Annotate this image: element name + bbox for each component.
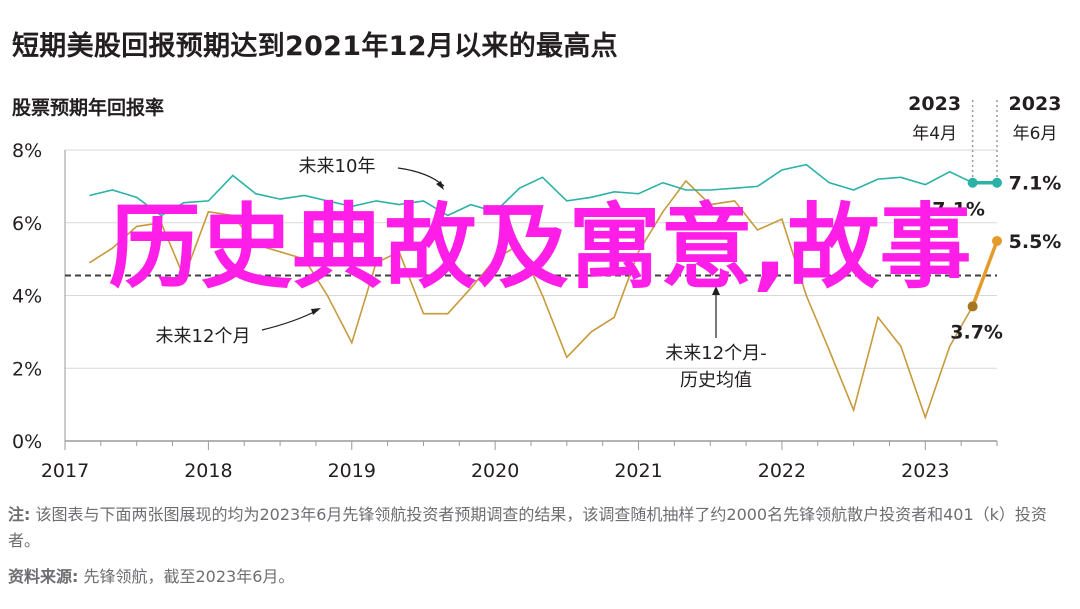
annotation-arrow-12-month	[261, 309, 319, 331]
data-label-12-month-apr: 3.7%	[950, 321, 1003, 343]
data-label-12-month-jun: 5.5%	[1009, 231, 1062, 253]
point-10-year-apr	[967, 177, 978, 188]
annotation-arrow-10-year	[397, 167, 445, 187]
annotation-average-line2: 历史均值	[680, 370, 752, 391]
data-label-10-year-jun: 7.1%	[1009, 173, 1062, 195]
y-tick-label: 6%	[12, 213, 42, 235]
source-text: 先锋领航，截至2023年6月。	[78, 567, 295, 586]
y-tick-label: 4%	[12, 286, 42, 308]
point-10-year-jun	[992, 177, 1002, 188]
y-tick-label: 0%	[12, 431, 42, 453]
series-12-month-recent-segment	[970, 240, 999, 308]
annotation-arrowhead-10-year	[436, 181, 444, 190]
annotation-average-line1: 未来12个月-	[665, 343, 766, 364]
marker-year-label: 2023	[1009, 93, 1062, 115]
point-12-month-jun	[992, 235, 1002, 246]
x-tick-label: 2022	[758, 460, 806, 482]
x-tick-label: 2018	[184, 460, 232, 482]
y-tick-label: 2%	[12, 358, 42, 380]
note-text: 该图表与下面两张图展现的均为2023年6月先锋领航投资者预期调查的结果，该调查随…	[8, 505, 1047, 550]
x-tick-label: 2023	[901, 460, 949, 482]
y-tick-label: 8%	[12, 140, 42, 162]
marker-month-label: 年6月	[1013, 124, 1058, 144]
chart-note: 注: 该图表与下面两张图展现的均为2023年6月先锋领航投资者预期调查的结果，该…	[8, 502, 1072, 554]
x-tick-label: 2021	[614, 460, 662, 482]
x-tick-label: 2020	[471, 460, 519, 482]
annotation-arrowhead-12-month	[311, 308, 321, 315]
annotation-10-year: 未来10年	[299, 156, 376, 177]
x-tick-label: 2017	[41, 460, 89, 482]
series-10-year-line	[89, 163, 997, 217]
annotation-arrowhead-average	[712, 286, 720, 295]
annotation-12-month: 未来12个月	[156, 326, 251, 347]
chart-title: 短期美股回报预期达到2021年12月以来的最高点	[12, 31, 618, 62]
series-12-month-line	[88, 179, 974, 420]
note-label: 注:	[8, 505, 31, 524]
y-axis-title: 股票预期年回报率	[12, 97, 165, 119]
marker-month-label: 年4月	[912, 124, 957, 144]
data-label-10-year-apr: 7.1%	[932, 199, 985, 221]
source-label: 资料来源:	[8, 567, 79, 586]
x-tick-label: 2019	[328, 460, 376, 482]
point-12-month-apr	[967, 301, 978, 312]
marker-year-label: 2023	[908, 93, 961, 115]
chart-source: 资料来源: 先锋领航，截至2023年6月。	[8, 564, 1072, 590]
